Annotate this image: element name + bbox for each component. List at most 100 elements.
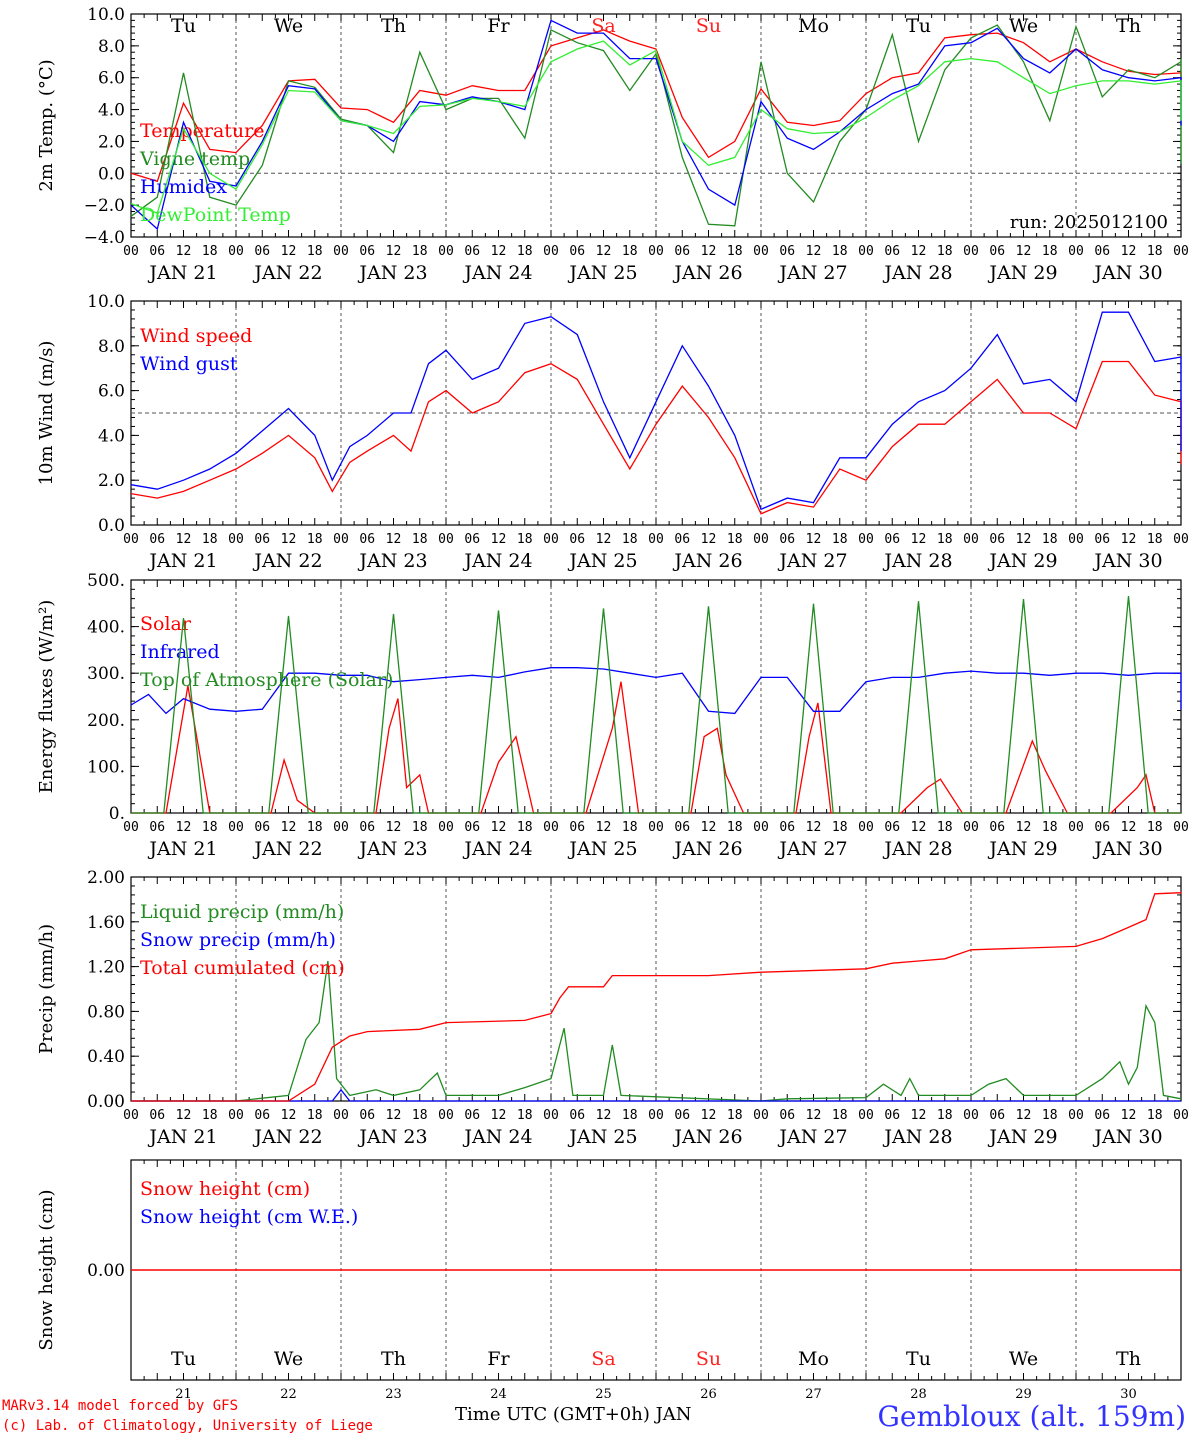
hour-label: 12 xyxy=(491,1108,507,1123)
hour-label: 12 xyxy=(491,244,507,259)
hour-label: 00 xyxy=(333,820,349,835)
hour-label: 12 xyxy=(806,532,822,547)
legend-entry: Liquid precip (mm/h) xyxy=(140,901,344,923)
hour-label: 00 xyxy=(333,532,349,547)
weekday-label: Tu xyxy=(171,1348,196,1370)
hour-label: 00 xyxy=(123,820,139,835)
weekday-label: Su xyxy=(696,1348,721,1370)
hour-label: 18 xyxy=(727,820,743,835)
hour-label: 18 xyxy=(832,532,848,547)
date-label: JAN 29 xyxy=(987,550,1057,572)
y-tick-label: 0.80 xyxy=(87,1002,125,1022)
date-label: JAN 26 xyxy=(672,550,742,572)
date-label: JAN 28 xyxy=(882,550,952,572)
date-label: JAN 22 xyxy=(252,550,322,572)
time-axis-title: Time UTC (GMT+0h) JAN xyxy=(455,1404,692,1425)
day-number-label: 22 xyxy=(280,1387,297,1402)
hour-label: 00 xyxy=(543,1108,559,1123)
hour-label: 18 xyxy=(1042,1108,1058,1123)
date-label: JAN 28 xyxy=(882,838,952,860)
date-label: JAN 27 xyxy=(777,262,847,284)
date-label: JAN 29 xyxy=(987,1126,1057,1148)
hour-label: 12 xyxy=(1016,532,1032,547)
hour-label: 06 xyxy=(779,1108,795,1123)
hour-label: 06 xyxy=(1094,820,1110,835)
hour-label: 06 xyxy=(464,244,480,259)
weekday-label: Th xyxy=(1116,1348,1141,1370)
hour-label: 18 xyxy=(832,820,848,835)
y-tick-label: −2.0 xyxy=(84,196,125,216)
hour-label: 12 xyxy=(806,1108,822,1123)
weekday-label: Th xyxy=(1116,15,1141,37)
hour-label: 12 xyxy=(176,244,192,259)
hour-label: 12 xyxy=(1016,820,1032,835)
weekday-label: We xyxy=(274,1348,303,1370)
hour-label: 06 xyxy=(254,532,270,547)
hour-label: 18 xyxy=(622,820,638,835)
legend-entry: Total cumulated (cm) xyxy=(140,957,345,979)
hour-label: 00 xyxy=(963,1108,979,1123)
hour-label: 00 xyxy=(123,244,139,259)
hour-label: 00 xyxy=(228,244,244,259)
hour-label: 00 xyxy=(333,244,349,259)
date-label: JAN 29 xyxy=(987,262,1057,284)
hour-label: 18 xyxy=(307,532,323,547)
hour-label: 12 xyxy=(596,1108,612,1123)
date-label: JAN 23 xyxy=(357,838,427,860)
y-tick-label: 0.40 xyxy=(87,1047,125,1067)
hour-label: 06 xyxy=(884,820,900,835)
date-label: JAN 27 xyxy=(777,838,847,860)
hour-label: 18 xyxy=(202,244,218,259)
weekday-label: We xyxy=(1009,1348,1038,1370)
hour-label: 00 xyxy=(438,820,454,835)
legend-entry: Snow height (cm W.E.) xyxy=(140,1206,358,1228)
hour-label: 12 xyxy=(911,820,927,835)
date-label: JAN 27 xyxy=(777,550,847,572)
y-tick-label: 1.60 xyxy=(87,913,125,933)
y-tick-label: 2.00 xyxy=(87,868,125,888)
y-tick-label: 6.0 xyxy=(98,69,125,89)
hour-label: 06 xyxy=(989,244,1005,259)
hour-label: 00 xyxy=(648,1108,664,1123)
y-axis-label: 10m Wind (m/s) xyxy=(36,341,57,486)
day-number-label: 21 xyxy=(175,1387,192,1402)
hour-label: 18 xyxy=(832,1108,848,1123)
hour-label: 18 xyxy=(1147,244,1163,259)
hour-label: 18 xyxy=(727,1108,743,1123)
hour-label: 06 xyxy=(149,1108,165,1123)
legend-entry: Temperature xyxy=(140,120,264,142)
date-label: JAN 29 xyxy=(987,838,1057,860)
date-label: JAN 26 xyxy=(672,1126,742,1148)
date-label: JAN 28 xyxy=(882,262,952,284)
hour-label: 12 xyxy=(281,532,297,547)
hour-label: 18 xyxy=(307,244,323,259)
day-number-label: 25 xyxy=(595,1387,612,1402)
hour-label: 00 xyxy=(543,244,559,259)
hour-label: 00 xyxy=(333,1108,349,1123)
hour-label: 06 xyxy=(569,820,585,835)
hour-label: 00 xyxy=(228,820,244,835)
y-tick-label: 200. xyxy=(87,711,125,731)
legend-entry: Vigne temp xyxy=(139,148,250,170)
date-label: JAN 24 xyxy=(462,262,532,284)
hour-label: 00 xyxy=(648,244,664,259)
hour-label: 12 xyxy=(281,820,297,835)
y-tick-label: 10.0 xyxy=(87,292,125,312)
weekday-label: Su xyxy=(696,15,721,37)
lab-credit: (c) Lab. of Climatology, University of L… xyxy=(2,1418,373,1434)
hour-label: 18 xyxy=(1147,532,1163,547)
legend-entry: Humidex xyxy=(140,176,227,198)
hour-label: 18 xyxy=(517,820,533,835)
date-label: JAN 24 xyxy=(462,838,532,860)
hour-label: 06 xyxy=(359,820,375,835)
day-number-label: 30 xyxy=(1120,1387,1137,1402)
series-line xyxy=(131,596,1181,814)
weekday-label: Fr xyxy=(487,1348,510,1370)
date-label: JAN 24 xyxy=(462,550,532,572)
date-label: JAN 21 xyxy=(147,550,217,572)
y-tick-label: 0.0 xyxy=(98,164,125,184)
hour-label: 06 xyxy=(674,1108,690,1123)
y-tick-label: 8.0 xyxy=(98,37,125,57)
hour-label: 00 xyxy=(858,244,874,259)
hour-label: 06 xyxy=(989,532,1005,547)
